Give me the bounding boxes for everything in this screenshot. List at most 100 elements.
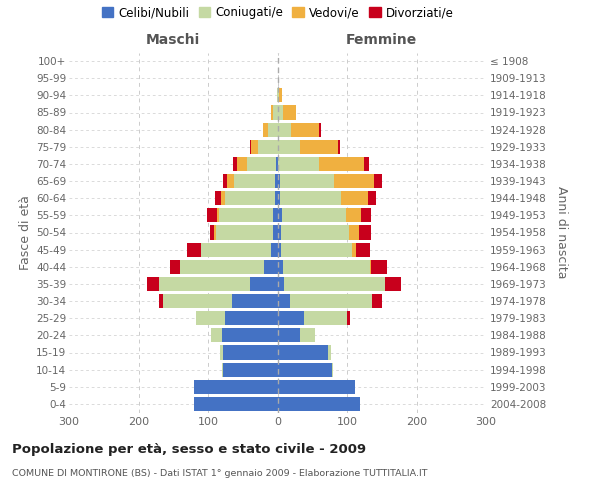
- Bar: [346, 208, 361, 222]
- Bar: [196, 311, 226, 325]
- Bar: [280, 191, 341, 205]
- Y-axis label: Fasce di età: Fasce di età: [19, 195, 32, 270]
- Bar: [258, 140, 277, 154]
- Bar: [234, 174, 275, 188]
- Bar: [226, 311, 277, 325]
- Bar: [219, 208, 274, 222]
- Bar: [263, 260, 277, 274]
- Bar: [217, 208, 219, 222]
- Bar: [277, 380, 355, 394]
- Bar: [160, 277, 250, 291]
- Bar: [180, 260, 263, 274]
- Bar: [292, 122, 319, 136]
- Bar: [370, 260, 371, 274]
- Bar: [272, 226, 277, 239]
- Bar: [227, 174, 234, 188]
- Bar: [277, 362, 332, 376]
- Bar: [283, 106, 296, 120]
- Text: Popolazione per età, sesso e stato civile - 2009: Popolazione per età, sesso e stato civil…: [12, 442, 366, 456]
- Bar: [208, 208, 217, 222]
- Bar: [250, 277, 277, 291]
- Bar: [274, 208, 277, 222]
- Bar: [277, 157, 278, 171]
- Text: Femmine: Femmine: [346, 34, 418, 48]
- Bar: [280, 174, 334, 188]
- Bar: [271, 106, 274, 120]
- Bar: [277, 122, 292, 136]
- Bar: [281, 226, 349, 239]
- Bar: [223, 346, 277, 360]
- Bar: [214, 226, 215, 239]
- Legend: Celibi/Nubili, Coniugati/e, Vedovi/e, Divorziati/e: Celibi/Nubili, Coniugati/e, Vedovi/e, Di…: [101, 6, 454, 19]
- Bar: [364, 157, 369, 171]
- Bar: [220, 346, 223, 360]
- Bar: [290, 294, 372, 308]
- Bar: [223, 362, 277, 376]
- Bar: [349, 226, 359, 239]
- Bar: [283, 260, 370, 274]
- Bar: [277, 191, 280, 205]
- Bar: [281, 242, 352, 256]
- Bar: [247, 157, 276, 171]
- Bar: [277, 311, 304, 325]
- Bar: [347, 311, 350, 325]
- Bar: [277, 174, 280, 188]
- Bar: [328, 346, 331, 360]
- Bar: [277, 106, 283, 120]
- Bar: [279, 88, 281, 102]
- Bar: [268, 122, 277, 136]
- Bar: [341, 191, 368, 205]
- Bar: [304, 311, 347, 325]
- Bar: [277, 294, 290, 308]
- Bar: [277, 88, 279, 102]
- Bar: [222, 362, 223, 376]
- Bar: [361, 208, 371, 222]
- Bar: [277, 346, 328, 360]
- Bar: [232, 294, 277, 308]
- Bar: [201, 242, 271, 256]
- Bar: [275, 191, 277, 205]
- Bar: [223, 174, 227, 188]
- Bar: [221, 191, 224, 205]
- Bar: [300, 328, 315, 342]
- Text: Maschi: Maschi: [146, 34, 200, 48]
- Bar: [276, 157, 277, 171]
- Bar: [237, 157, 247, 171]
- Bar: [371, 260, 386, 274]
- Bar: [372, 294, 382, 308]
- Text: COMUNE DI MONTIRONE (BS) - Dati ISTAT 1° gennaio 2009 - Elaborazione TUTTITALIA.: COMUNE DI MONTIRONE (BS) - Dati ISTAT 1°…: [12, 468, 427, 477]
- Bar: [356, 242, 370, 256]
- Bar: [275, 174, 277, 188]
- Bar: [233, 157, 237, 171]
- Bar: [332, 362, 333, 376]
- Bar: [385, 277, 401, 291]
- Bar: [271, 242, 277, 256]
- Bar: [277, 260, 283, 274]
- Bar: [359, 226, 371, 239]
- Bar: [319, 157, 364, 171]
- Bar: [277, 328, 300, 342]
- Bar: [194, 397, 277, 411]
- Bar: [374, 174, 382, 188]
- Bar: [334, 174, 374, 188]
- Bar: [263, 122, 268, 136]
- Bar: [170, 260, 180, 274]
- Bar: [368, 191, 376, 205]
- Bar: [338, 140, 340, 154]
- Bar: [284, 277, 385, 291]
- Bar: [194, 380, 277, 394]
- Bar: [277, 140, 300, 154]
- Bar: [274, 106, 277, 120]
- Bar: [210, 226, 214, 239]
- Bar: [277, 226, 281, 239]
- Bar: [300, 140, 338, 154]
- Bar: [147, 277, 160, 291]
- Bar: [352, 242, 356, 256]
- Bar: [224, 191, 275, 205]
- Bar: [187, 242, 201, 256]
- Bar: [250, 140, 251, 154]
- Bar: [211, 328, 222, 342]
- Bar: [277, 208, 281, 222]
- Bar: [158, 294, 163, 308]
- Bar: [215, 226, 272, 239]
